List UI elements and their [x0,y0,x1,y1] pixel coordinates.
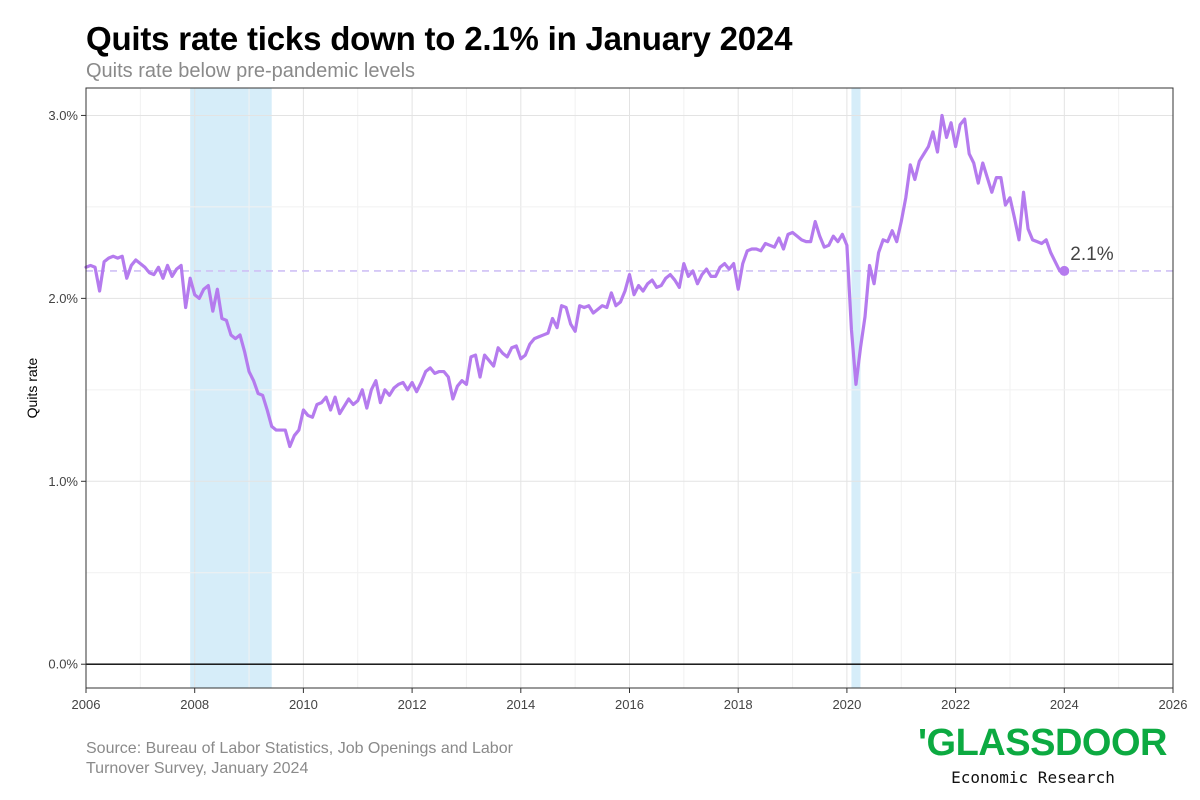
glassdoor-logo: 'GLASSDOOR Economic Research [918,722,1167,787]
x-tick-label-2008: 2008 [180,697,209,712]
series-group [84,113,1062,449]
recession-band-2 [851,88,861,688]
logo-subtitle: Economic Research [951,768,1115,787]
grid-lines [85,88,1174,688]
y-tick-label-2: 2.0% [48,291,78,306]
x-tick-label-2014: 2014 [506,697,535,712]
x-tick-label-2020: 2020 [832,697,861,712]
plot-frame [85,87,1174,689]
end-value-label: 2.1% [1070,244,1113,265]
x-tick-label-2026: 2026 [1159,697,1188,712]
y-axis-label: Quits rate [24,357,40,418]
x-axis-ticks: 2006 2008 2010 2012 2014 2016 2018 2020 2022 2024… [72,688,1188,712]
chart-subtitle: Quits rate below pre-pandemic levels [86,60,416,82]
x-tick-label-2006: 2006 [72,697,101,712]
x-tick-label-2018: 2018 [724,697,753,712]
x-tick-label-2024: 2024 [1050,697,1079,712]
series-line-1 [84,113,1062,449]
y-tick-label-1: 1.0% [48,474,78,489]
x-tick-label-2010: 2010 [289,697,318,712]
recession-bands [190,88,861,688]
y-tick-label-3: 3.0% [48,108,78,123]
end-point [1059,265,1070,276]
source-note: Source: Bureau of Labor Statistics, Job … [86,740,513,777]
logo-wordmark: 'GLASSDOOR [918,722,1167,764]
chart-title: Quits rate ticks down to 2.1% in January… [86,20,793,57]
y-axis-ticks: 0.0% 1.0% 2.0% 3.0% [48,108,86,672]
recession-band-1 [190,88,272,688]
x-tick-label-2016: 2016 [615,697,644,712]
x-tick-label-2012: 2012 [398,697,427,712]
y-tick-label-0: 0.0% [48,657,78,672]
x-tick-label-2022: 2022 [941,697,970,712]
end-label-group: 2.1% [1059,244,1114,276]
